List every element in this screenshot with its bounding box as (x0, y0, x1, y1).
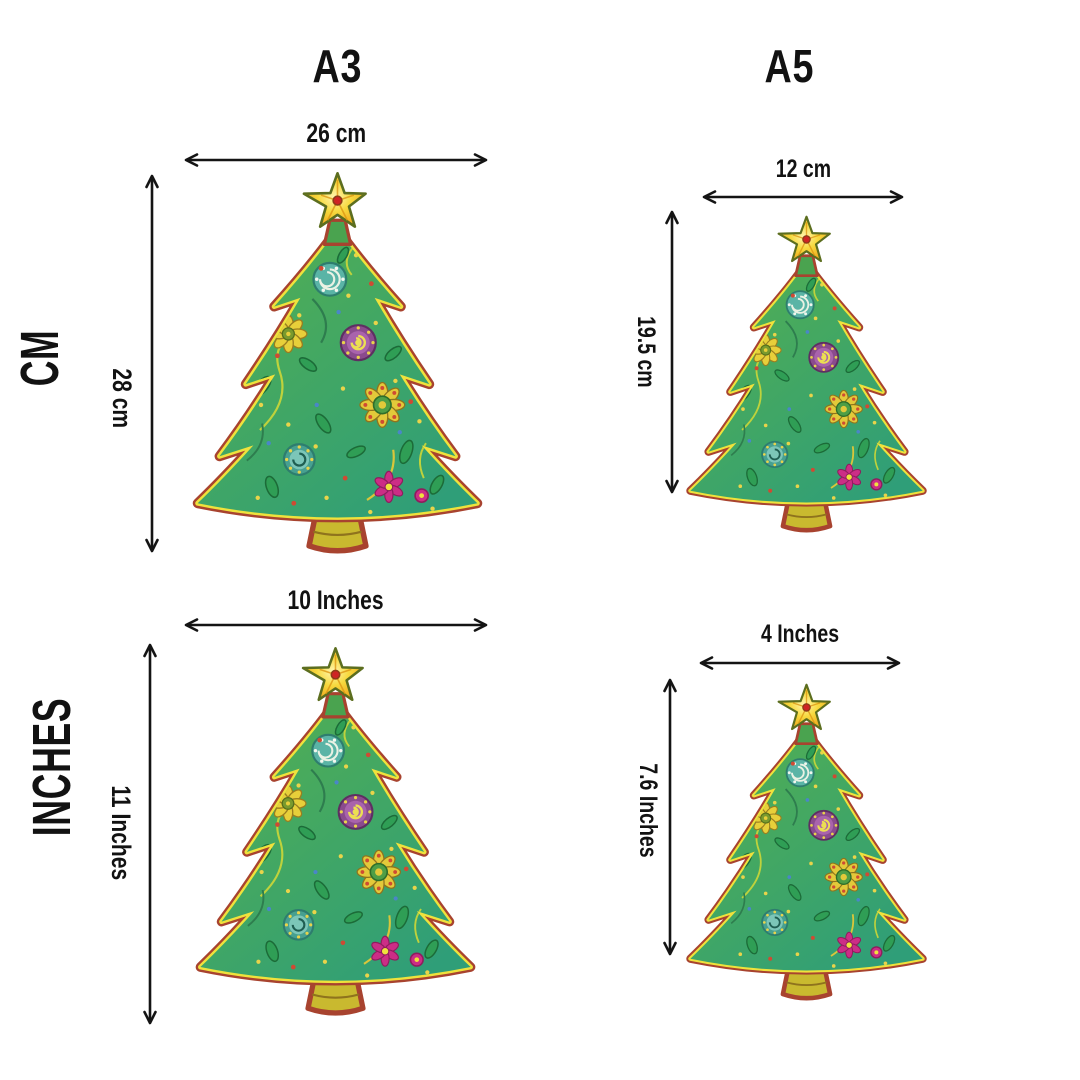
a3-inches-height-arrow (143, 643, 157, 1025)
a5-cm-height-text: 19.5 cm (632, 316, 661, 388)
a3-inches-height-label: 11 Inches (101, 733, 141, 933)
row-label-inches-text: INCHES (22, 697, 82, 837)
a3-cm-width-label: 26 cm (180, 118, 492, 148)
a5-inches-width-label: 4 Inches (695, 620, 905, 648)
a3-inches-width-arrow (184, 618, 488, 632)
tree-image-a5-cm (684, 214, 929, 537)
a5-inches-height-label: 7.6 Inches (628, 710, 668, 910)
a5-inches-width-text: 4 Inches (760, 619, 840, 648)
a5-inches-width-arrow (699, 656, 901, 670)
a3-inches-width-label: 10 Inches (180, 585, 492, 615)
a5-cm-width-text: 12 cm (775, 154, 831, 183)
a3-cm-height-label: 28 cm (102, 298, 142, 498)
a5-cm-height-arrow (665, 210, 679, 494)
a5-inches-height-text: 7.6 Inches (634, 762, 663, 858)
a3-inches-height-text: 11 Inches (106, 785, 137, 881)
column-header-a5: A5 (689, 40, 889, 92)
row-label-inches: INCHES (22, 667, 82, 867)
column-header-a3-text: A3 (312, 40, 362, 92)
row-label-cm: CM (10, 258, 70, 458)
tree-image-a3-inches (193, 645, 478, 1021)
a3-cm-height-arrow (145, 174, 159, 553)
column-header-a5-text: A5 (764, 40, 814, 92)
a3-cm-width-text: 26 cm (306, 117, 366, 148)
a3-cm-height-text: 28 cm (107, 368, 138, 428)
a5-cm-width-label: 12 cm (698, 155, 908, 183)
a5-cm-height-label: 19.5 cm (626, 252, 666, 452)
row-label-cm-text: CM (10, 329, 70, 387)
a5-cm-width-arrow (702, 190, 904, 204)
a5-inches-height-arrow (663, 678, 677, 956)
column-header-a3: A3 (237, 40, 437, 92)
tree-image-a5-inches (684, 682, 929, 1005)
tree-image-a3-cm (190, 170, 485, 559)
a3-cm-width-arrow (184, 153, 488, 167)
a3-inches-width-text: 10 Inches (287, 584, 384, 615)
